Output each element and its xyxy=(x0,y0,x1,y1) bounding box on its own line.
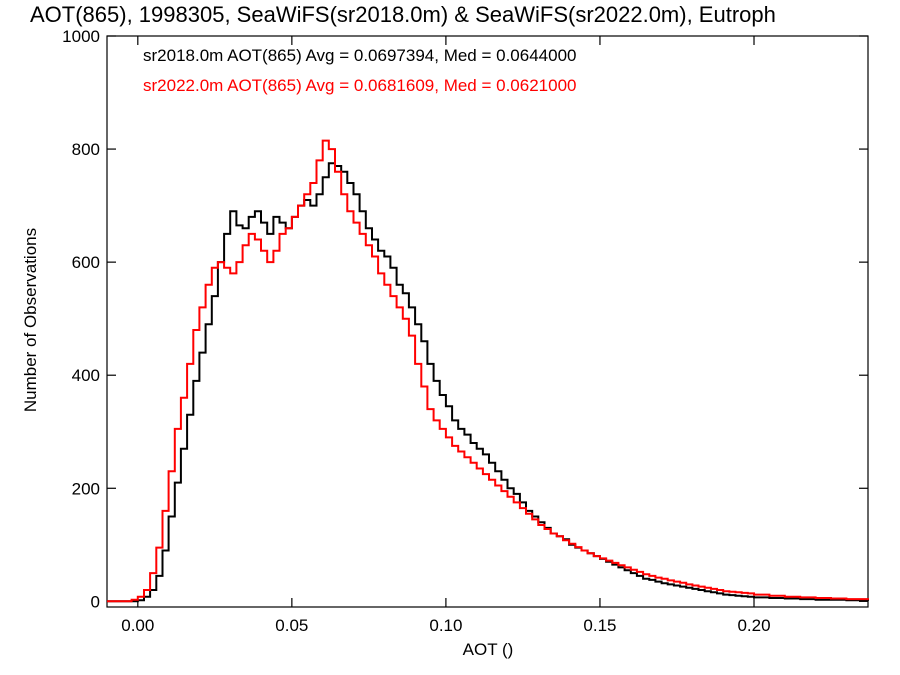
y-tick-label: 400 xyxy=(72,366,100,385)
series-annotation-sr2018: sr2018.0m AOT(865) Avg = 0.0697394, Med … xyxy=(143,46,577,65)
x-tick-label: 0.20 xyxy=(737,616,770,635)
x-tick-label: 0.00 xyxy=(121,616,154,635)
y-tick-label: 200 xyxy=(72,479,100,498)
plot-area: 0.00 0.05 0.10 0.15 0.20 0 200 400 600 800 1000 xyxy=(62,27,869,635)
chart-title: AOT(865), 1998305, SeaWiFS(sr2018.0m) & … xyxy=(30,2,776,27)
y-tick-label: 0 xyxy=(91,592,100,611)
series-annotation-sr2022: sr2022.0m AOT(865) Avg = 0.0681609, Med … xyxy=(143,76,577,95)
x-tick-label: 0.05 xyxy=(275,616,308,635)
y-tick-label: 600 xyxy=(72,253,100,272)
series-line-sr2018-0m xyxy=(107,162,869,603)
x-tick-label: 0.15 xyxy=(583,616,616,635)
y-tick-label: 800 xyxy=(72,140,100,159)
x-tick-label: 0.10 xyxy=(429,616,462,635)
y-axis-label: Number of Observations xyxy=(21,228,40,412)
plot-frame xyxy=(106,35,869,608)
x-axis-label: AOT () xyxy=(463,640,514,659)
series-line-sr2022-0m xyxy=(107,139,869,603)
y-tick-label: 1000 xyxy=(62,27,100,46)
